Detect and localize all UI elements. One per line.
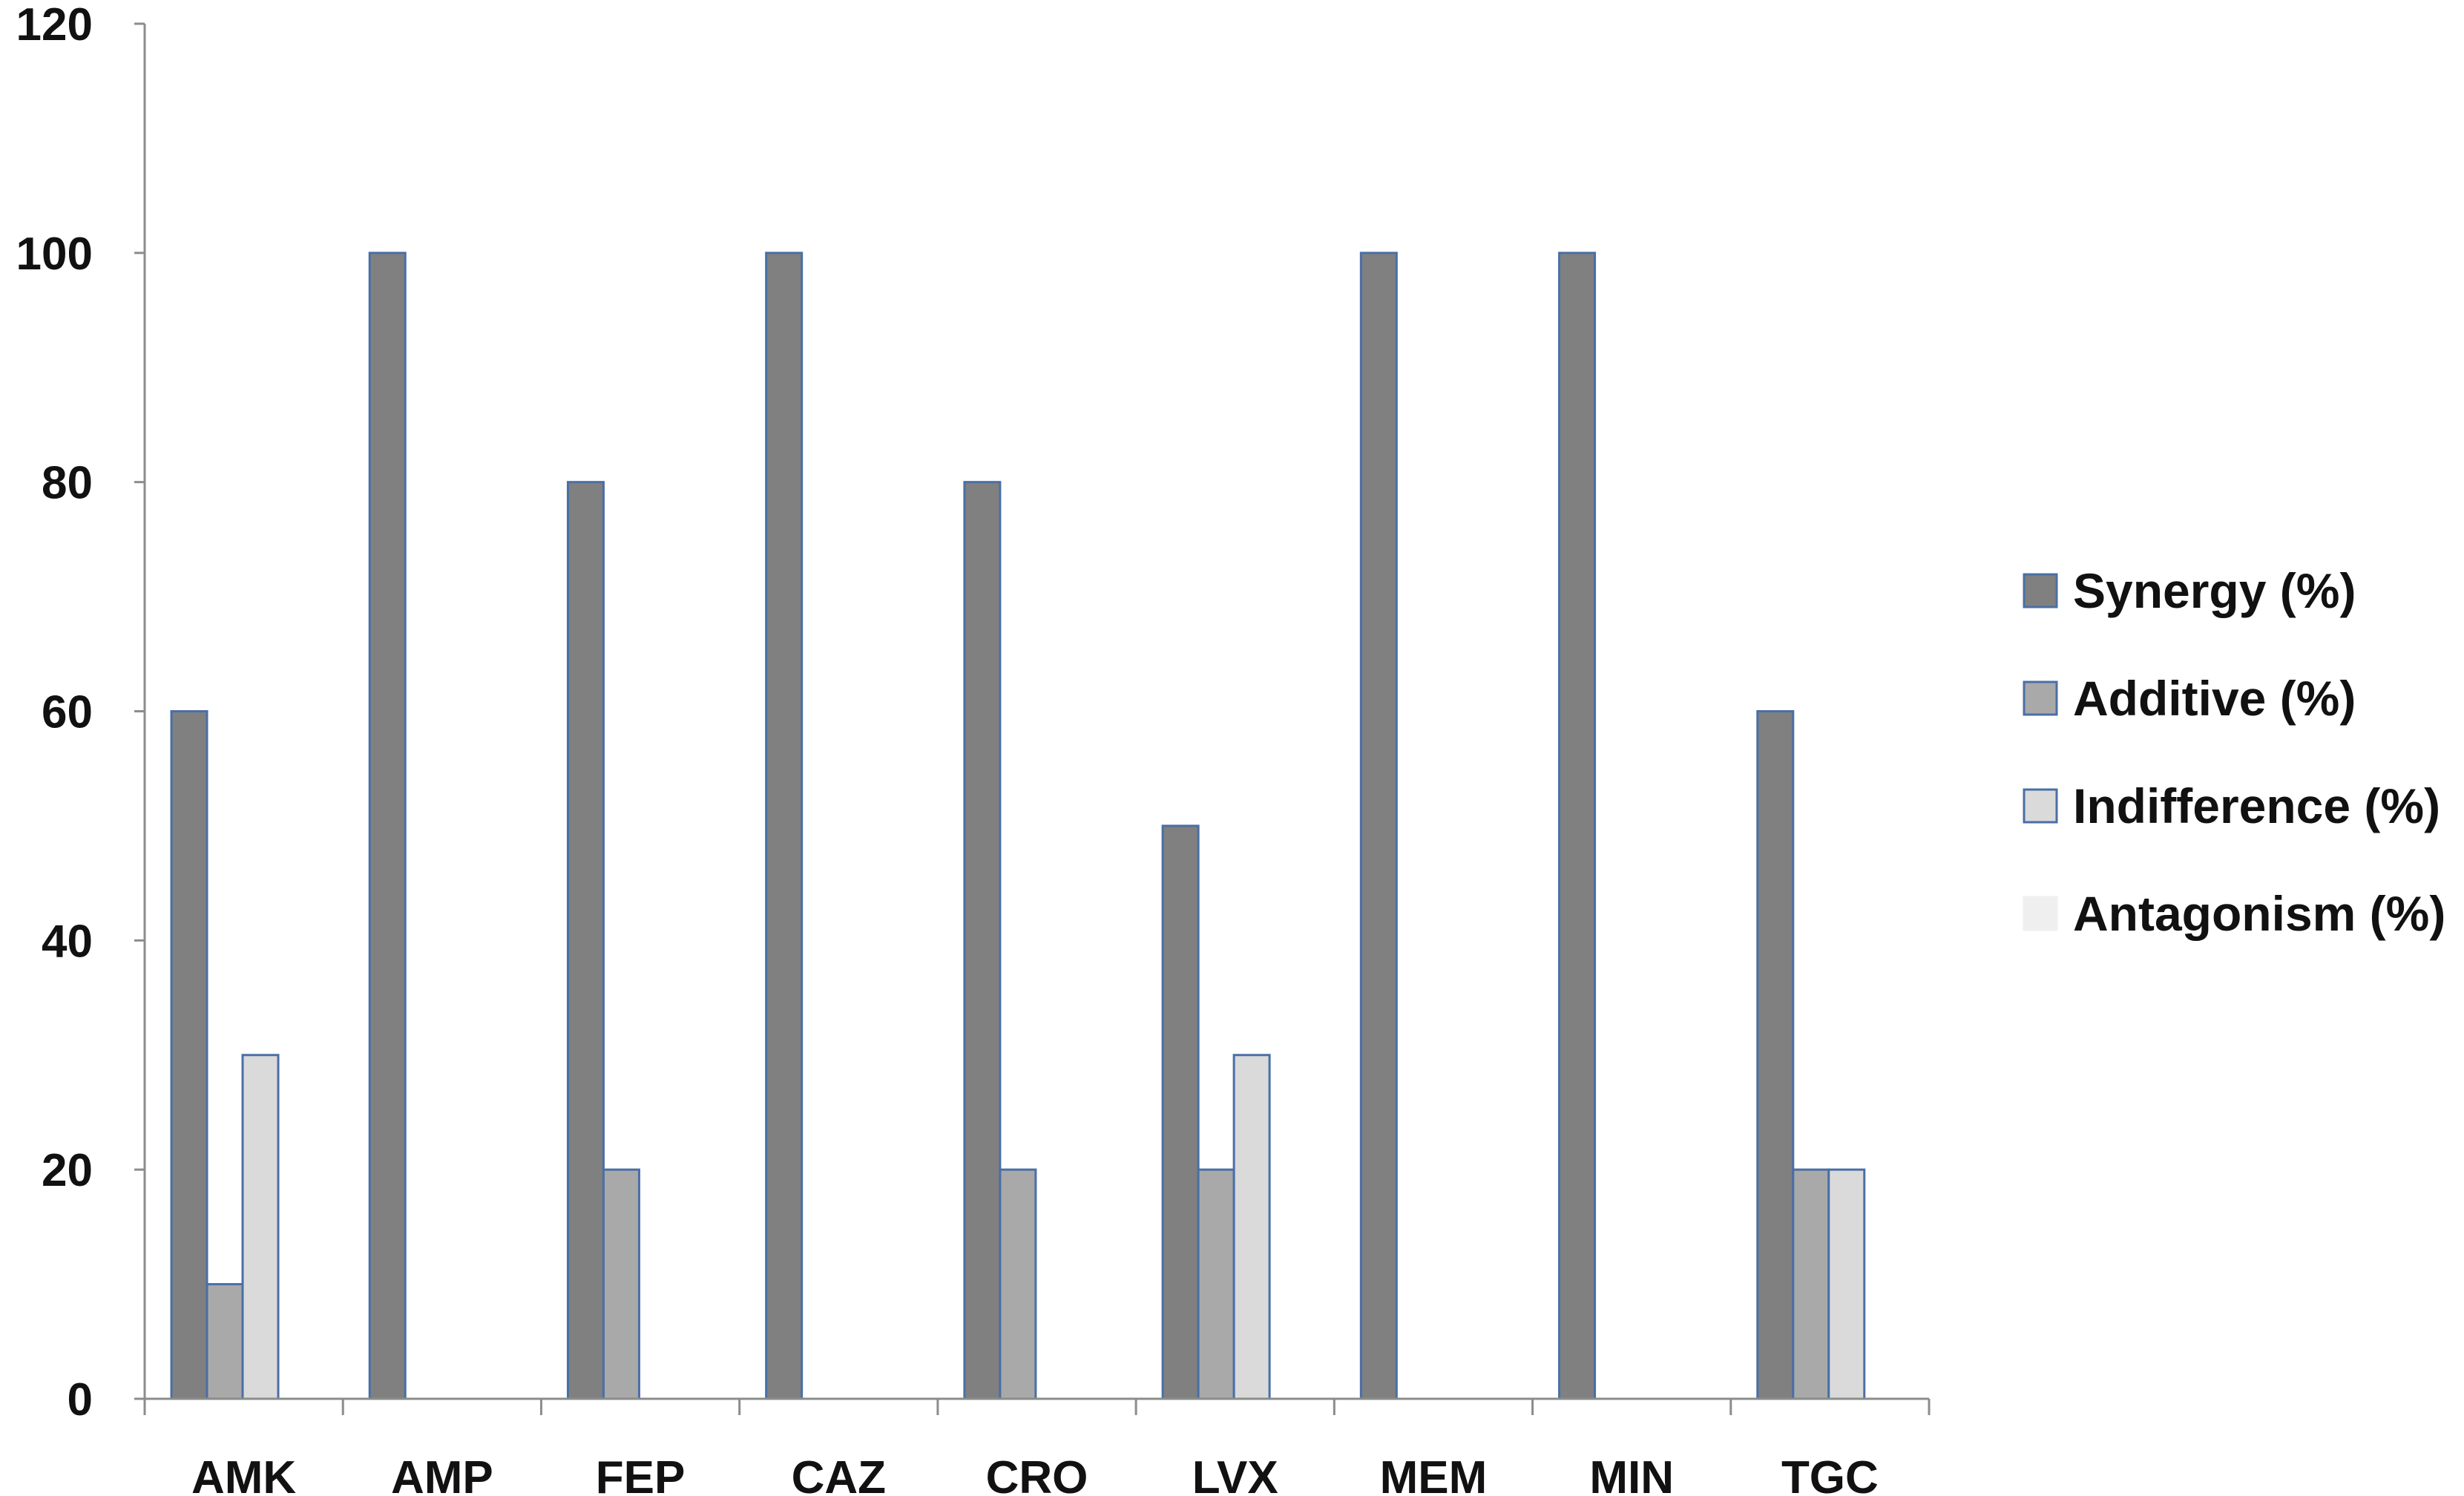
bar-cro-series-1 [999, 1168, 1037, 1400]
bar-min-series-0 [1558, 252, 1597, 1400]
legend-label-3: Antagonism (%) [2073, 886, 2445, 941]
bar-fep-series-0 [566, 481, 605, 1400]
y-tick-label-60: 60 [42, 687, 93, 738]
x-tick-label-lvx: LVX [1192, 1452, 1278, 1496]
bar-tgc-series-1 [1792, 1168, 1830, 1400]
legend-swatch-1 [2023, 680, 2058, 716]
legend: Synergy (%) Additive (%) Indifference (%) A… [2023, 563, 2445, 941]
bar-lvx-series-0 [1161, 824, 1200, 1400]
bar-amk-series-1 [206, 1283, 244, 1400]
bar-amp-series-0 [368, 252, 407, 1400]
axes: 0 20 40 60 80 100 120 AMK AMP FEP CAZ CRO LVX MEM MIN T… [16, 0, 1931, 1496]
bar-mem-series-0 [1359, 252, 1398, 1400]
y-tick-label-20: 20 [42, 1145, 93, 1196]
bars [170, 252, 1866, 1400]
x-tick-label-fep: FEP [596, 1452, 686, 1496]
bar-caz-series-0 [765, 252, 804, 1400]
legend-swatch-3 [2023, 896, 2058, 931]
y-tick-label-120: 120 [16, 0, 93, 50]
x-tick-label-tgc: TGC [1781, 1452, 1879, 1496]
x-tick-label-min: MIN [1589, 1452, 1674, 1496]
bar-tgc-series-2 [1827, 1168, 1866, 1400]
bar-lvx-series-2 [1232, 1054, 1271, 1400]
legend-label-0: Synergy (%) [2073, 563, 2356, 618]
y-tick-label-100: 100 [16, 229, 93, 280]
y-tick-label-40: 40 [42, 916, 93, 967]
legend-label-2: Indifference (%) [2073, 778, 2440, 833]
bar-fep-series-1 [602, 1168, 640, 1400]
bar-tgc-series-0 [1756, 710, 1795, 1400]
bar-lvx-series-1 [1197, 1168, 1235, 1400]
x-tick-label-mem: MEM [1380, 1452, 1488, 1496]
legend-swatch-2 [2023, 788, 2058, 824]
y-tick-label-80: 80 [42, 458, 93, 509]
x-tick-label-caz: CAZ [792, 1452, 886, 1496]
legend-swatch-0 [2023, 573, 2058, 608]
legend-label-1: Additive (%) [2073, 671, 2356, 726]
x-tick-label-cro: CRO [986, 1452, 1088, 1496]
bar-cro-series-0 [963, 481, 1002, 1400]
x-tick-label-amp: AMP [391, 1452, 493, 1496]
bar-amk-series-0 [170, 710, 208, 1400]
bar-amk-series-2 [241, 1054, 280, 1400]
x-tick-label-amk: AMK [191, 1452, 296, 1496]
y-tick-label-0: 0 [68, 1374, 93, 1426]
